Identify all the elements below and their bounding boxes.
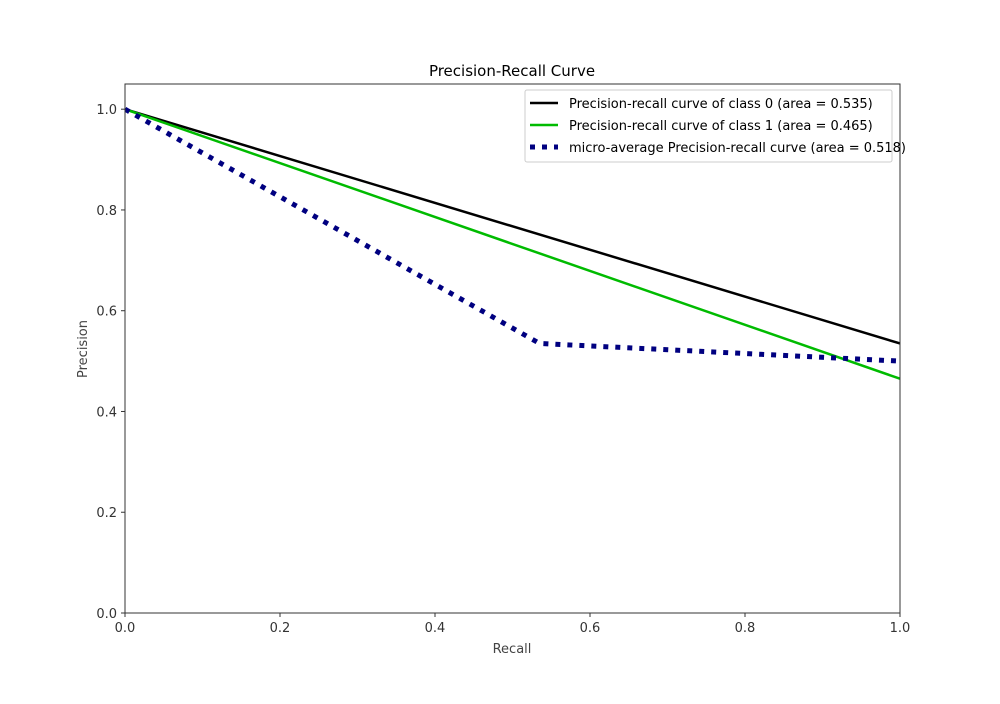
y-tick-label: 0.0	[96, 607, 117, 622]
series-line-2	[125, 107, 900, 364]
y-tick-label: 1.0	[96, 103, 117, 118]
legend: Precision-recall curve of class 0 (area …	[524, 89, 906, 163]
y-axis-label: Precision	[76, 320, 91, 378]
x-tick-label: 0.8	[735, 621, 756, 636]
series-line-0	[125, 107, 900, 345]
x-axis-label: Recall	[493, 642, 532, 657]
y-tick-label: 0.6	[96, 305, 117, 320]
legend-box	[524, 89, 893, 163]
chart-title: Precision-Recall Curve	[429, 62, 595, 80]
x-tick-label: 0.4	[425, 621, 446, 636]
axes-frame	[124, 83, 901, 614]
series-line-1	[125, 108, 900, 380]
x-tick-label: 1.0	[890, 621, 911, 636]
y-tick-label: 0.2	[96, 506, 117, 521]
legend-label-2: micro-average Precision-recall curve (ar…	[569, 141, 906, 156]
legend-label-0: Precision-recall curve of class 0 (area …	[569, 97, 873, 112]
y-tick-label: 0.8	[96, 204, 117, 219]
x-tick-label: 0.6	[580, 621, 601, 636]
plot-area	[125, 84, 900, 613]
series-layer	[125, 107, 900, 380]
x-tick-label: 0.0	[115, 621, 136, 636]
x-tick-label: 0.2	[270, 621, 291, 636]
axes-layer: 0.0 0.2 0.4 0.6 0.8 1.0 0.0 0.2 0.4 0.6 0.8 1.0	[96, 83, 911, 636]
y-tick-label: 0.4	[96, 405, 117, 420]
plot-background	[125, 84, 900, 613]
legend-label-1: Precision-recall curve of class 1 (area …	[569, 119, 873, 134]
